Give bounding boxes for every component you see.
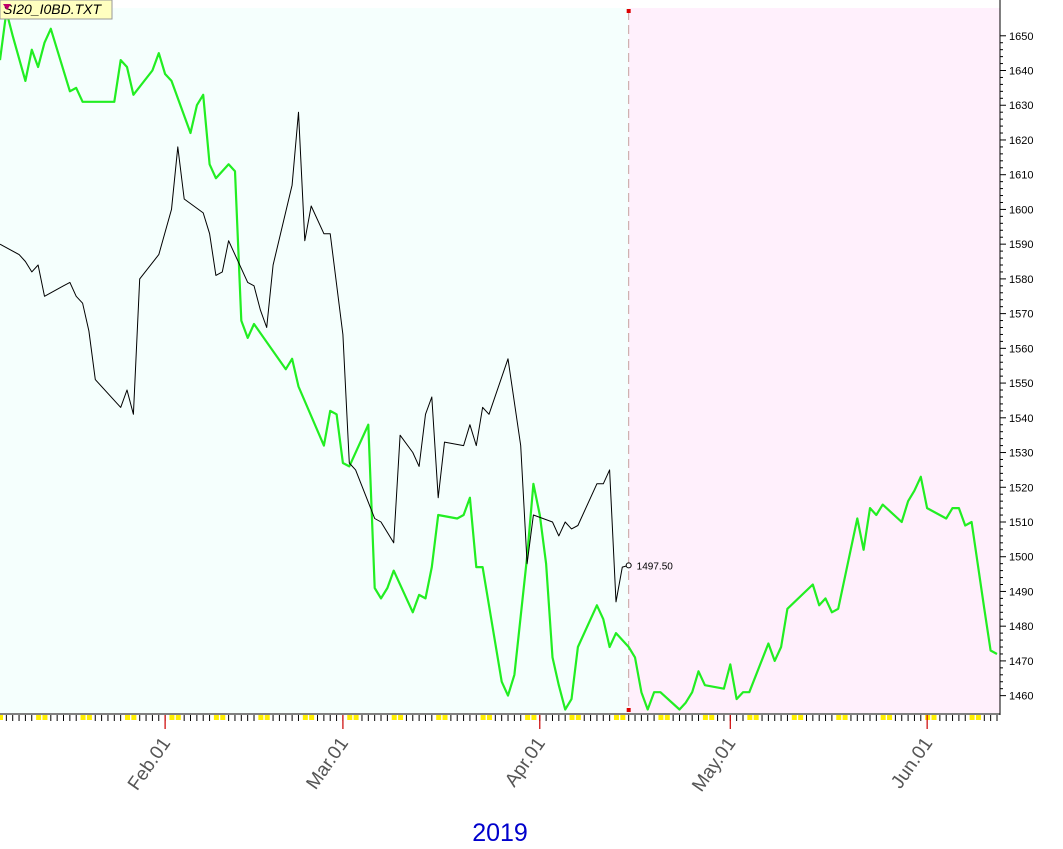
weekend-tick bbox=[302, 715, 308, 720]
y-tick-label: 1590 bbox=[1009, 239, 1033, 251]
forecast-background bbox=[628, 8, 1000, 713]
weekend-tick bbox=[613, 715, 619, 720]
y-tick-label: 1550 bbox=[1009, 378, 1033, 390]
y-tick-label: 1610 bbox=[1009, 170, 1033, 182]
weekend-tick bbox=[353, 715, 359, 720]
price-series-line bbox=[0, 111, 629, 603]
corner-marker-icon bbox=[3, 4, 11, 10]
weekend-tick bbox=[169, 715, 175, 720]
weekend-tick bbox=[175, 715, 181, 720]
weekend-tick bbox=[620, 715, 626, 720]
weekend-tick bbox=[658, 715, 664, 720]
y-tick-label: 1530 bbox=[1009, 448, 1033, 460]
x-axis-ticks bbox=[0, 713, 1000, 721]
y-tick-label: 1480 bbox=[1009, 621, 1033, 633]
weekend-tick bbox=[931, 715, 937, 720]
file-label-box: SI20_I0BD.TXT bbox=[0, 0, 113, 20]
x-tick-label: Jun.01 bbox=[887, 734, 937, 793]
weekend-tick bbox=[264, 715, 270, 720]
last-price-label: 1497.50 bbox=[637, 561, 674, 572]
weekend-tick bbox=[753, 715, 759, 720]
weekend-tick bbox=[975, 715, 981, 720]
y-tick-label: 1560 bbox=[1009, 343, 1033, 355]
y-tick-label: 1640 bbox=[1009, 66, 1033, 78]
y-axis: 1460 1470 1480 1490 1500 1510 1520 1530 1540 1550… bbox=[999, 0, 1033, 715]
weekend-tick bbox=[0, 715, 3, 720]
last-price-marker bbox=[625, 562, 632, 569]
weekend-tick bbox=[791, 715, 797, 720]
weekend-tick bbox=[258, 715, 264, 720]
weekend-tick bbox=[442, 715, 448, 720]
weekend-tick bbox=[86, 715, 92, 720]
y-tick-label: 1510 bbox=[1009, 517, 1033, 529]
x-tick-label: Apr.01 bbox=[501, 734, 550, 791]
x-axis-labels: Feb.01 Mar.01 Apr.01 May.01 Jun.01 bbox=[124, 715, 937, 796]
divider-bottom-marker bbox=[626, 708, 631, 712]
weekend-tick bbox=[887, 715, 893, 720]
y-tick-label: 1520 bbox=[1009, 482, 1033, 494]
divider-top-marker bbox=[626, 9, 631, 13]
weekend-tick bbox=[42, 715, 48, 720]
weekend-tick bbox=[480, 715, 486, 720]
y-tick-label: 1500 bbox=[1009, 552, 1033, 564]
weekend-tick bbox=[880, 715, 886, 720]
weekend-tick bbox=[575, 715, 581, 720]
weekend-tick bbox=[525, 715, 531, 720]
weekend-tick bbox=[309, 715, 315, 720]
weekend-tick bbox=[709, 715, 715, 720]
weekend-tick bbox=[969, 715, 975, 720]
weekend-tick bbox=[486, 715, 492, 720]
y-tick-label: 1650 bbox=[1009, 31, 1033, 43]
weekend-tick bbox=[747, 715, 753, 720]
weekend-tick bbox=[842, 715, 848, 720]
weekend-tick bbox=[213, 715, 219, 720]
weekend-tick bbox=[36, 715, 42, 720]
weekend-tick bbox=[125, 715, 131, 720]
weekend-tick bbox=[80, 715, 86, 720]
y-tick-label: 1470 bbox=[1009, 656, 1033, 668]
file-label: SI20_I0BD.TXT bbox=[3, 1, 102, 17]
weekend-tick bbox=[436, 715, 442, 720]
x-tick-label: Mar.01 bbox=[302, 734, 353, 794]
history-background bbox=[0, 8, 629, 713]
y-tick-label: 1570 bbox=[1009, 309, 1033, 321]
weekend-tick bbox=[702, 715, 708, 720]
weekend-tick bbox=[398, 715, 404, 720]
weekend-tick bbox=[391, 715, 397, 720]
x-tick-label: Feb.01 bbox=[124, 734, 175, 795]
weekend-tick bbox=[836, 715, 842, 720]
year-label: 2019 bbox=[472, 819, 528, 847]
weekend-tick bbox=[220, 715, 226, 720]
weekend-tick bbox=[569, 715, 575, 720]
x-tick-label: May.01 bbox=[688, 734, 740, 796]
weekend-tick bbox=[798, 715, 804, 720]
weekend-tick bbox=[131, 715, 137, 720]
weekend-tick bbox=[531, 715, 537, 720]
weekend-tick bbox=[347, 715, 353, 720]
y-tick-label: 1630 bbox=[1009, 100, 1033, 112]
y-tick-label: 1580 bbox=[1009, 274, 1033, 286]
y-tick-label: 1600 bbox=[1009, 204, 1033, 216]
y-tick-label: 1540 bbox=[1009, 413, 1033, 425]
weekend-tick bbox=[664, 715, 670, 720]
y-tick-label: 1620 bbox=[1009, 135, 1033, 147]
y-tick-label: 1490 bbox=[1009, 586, 1033, 598]
file-label-background bbox=[0, 0, 113, 20]
y-tick-label: 1460 bbox=[1009, 691, 1033, 703]
